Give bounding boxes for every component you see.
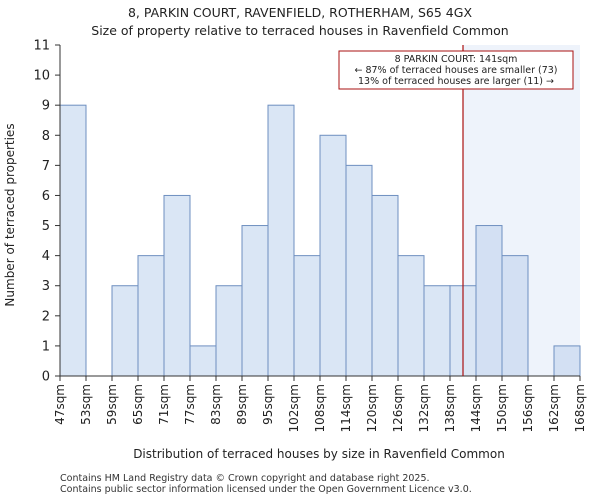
x-tick-label: 89sqm (235, 384, 249, 425)
x-axis-label: Distribution of terraced houses by size … (133, 447, 505, 461)
bar-102sqm (293, 255, 321, 377)
x-tick-label: 77sqm (183, 384, 197, 425)
x-tick-label: 83sqm (209, 384, 223, 425)
annotation-line-2: ← 87% of terraced houses are smaller (73… (354, 65, 557, 76)
annotation-line-3: 13% of terraced houses are larger (11) → (358, 76, 554, 87)
x-tick-label: 59sqm (105, 384, 119, 425)
bar-65sqm (137, 255, 165, 377)
y-tick-label: 8 (42, 129, 50, 144)
bar-120sqm (371, 194, 399, 377)
y-tick-label: 0 (42, 370, 50, 385)
footer-line2: Contains public sector information licen… (60, 484, 472, 495)
y-tick-label: 4 (42, 249, 50, 264)
bar-95sqm (267, 104, 295, 377)
y-tick-label: 5 (42, 219, 50, 234)
annotation-line-1: 8 PARKIN COURT: 141sqm (395, 54, 518, 65)
bar-89sqm (241, 225, 269, 377)
chart-title-line1: 8, PARKIN COURT, RAVENFIELD, ROTHERHAM, … (128, 5, 472, 20)
y-tick-label: 2 (42, 309, 50, 324)
bar-83sqm (215, 285, 243, 377)
y-tick-label: 11 (33, 39, 50, 54)
x-tick-label: 132sqm (417, 384, 431, 432)
x-tick-label: 47sqm (53, 384, 67, 425)
x-tick-label: 156sqm (521, 384, 535, 432)
x-tick-label: 138sqm (443, 384, 457, 432)
x-tick-label: 150sqm (495, 384, 509, 432)
x-tick-label: 102sqm (287, 384, 301, 432)
bar-108sqm (319, 134, 347, 377)
y-tick-label: 7 (42, 159, 50, 174)
x-tick-label: 144sqm (469, 384, 483, 432)
x-tick-label: 114sqm (339, 384, 353, 432)
x-tick-label: 120sqm (365, 384, 379, 432)
y-tick-label: 9 (42, 99, 50, 114)
y-axis-label: Number of terraced properties (3, 123, 17, 306)
x-tick-label: 71sqm (157, 384, 171, 425)
bar-162sqm (553, 345, 581, 377)
bar-126sqm (397, 255, 425, 377)
x-tick-label: 108sqm (313, 384, 327, 432)
bar-144sqm (475, 225, 503, 377)
y-tick-label: 3 (42, 279, 50, 294)
x-tick-label: 53sqm (79, 384, 93, 425)
y-tick-label: 1 (42, 339, 50, 354)
bar-150sqm (501, 255, 529, 377)
x-tick-label: 95sqm (261, 384, 275, 425)
bar-47sqm (59, 104, 87, 377)
x-tick-label: 162sqm (547, 384, 561, 432)
y-tick-label: 6 (42, 189, 50, 204)
bar-77sqm (189, 345, 217, 377)
y-tick-label: 10 (33, 69, 50, 84)
annotation-box (338, 50, 574, 90)
chart-title-line2: Size of property relative to terraced ho… (91, 23, 508, 38)
bar-59sqm (111, 285, 139, 377)
bar-71sqm (163, 194, 191, 377)
bar-132sqm (423, 285, 451, 377)
x-tick-label: 65sqm (131, 384, 145, 425)
x-tick-label: 126sqm (391, 384, 405, 432)
bar-114sqm (345, 164, 373, 377)
bar-chart: 0 1 2 3 4 5 6 7 8 9 10 11 47sqm 53sqm 59sqm 65sqm 71sqm… (3, 5, 587, 461)
footer-line1: Contains HM Land Registry data © Crown c… (60, 473, 430, 484)
x-tick-label: 168sqm (573, 384, 587, 432)
